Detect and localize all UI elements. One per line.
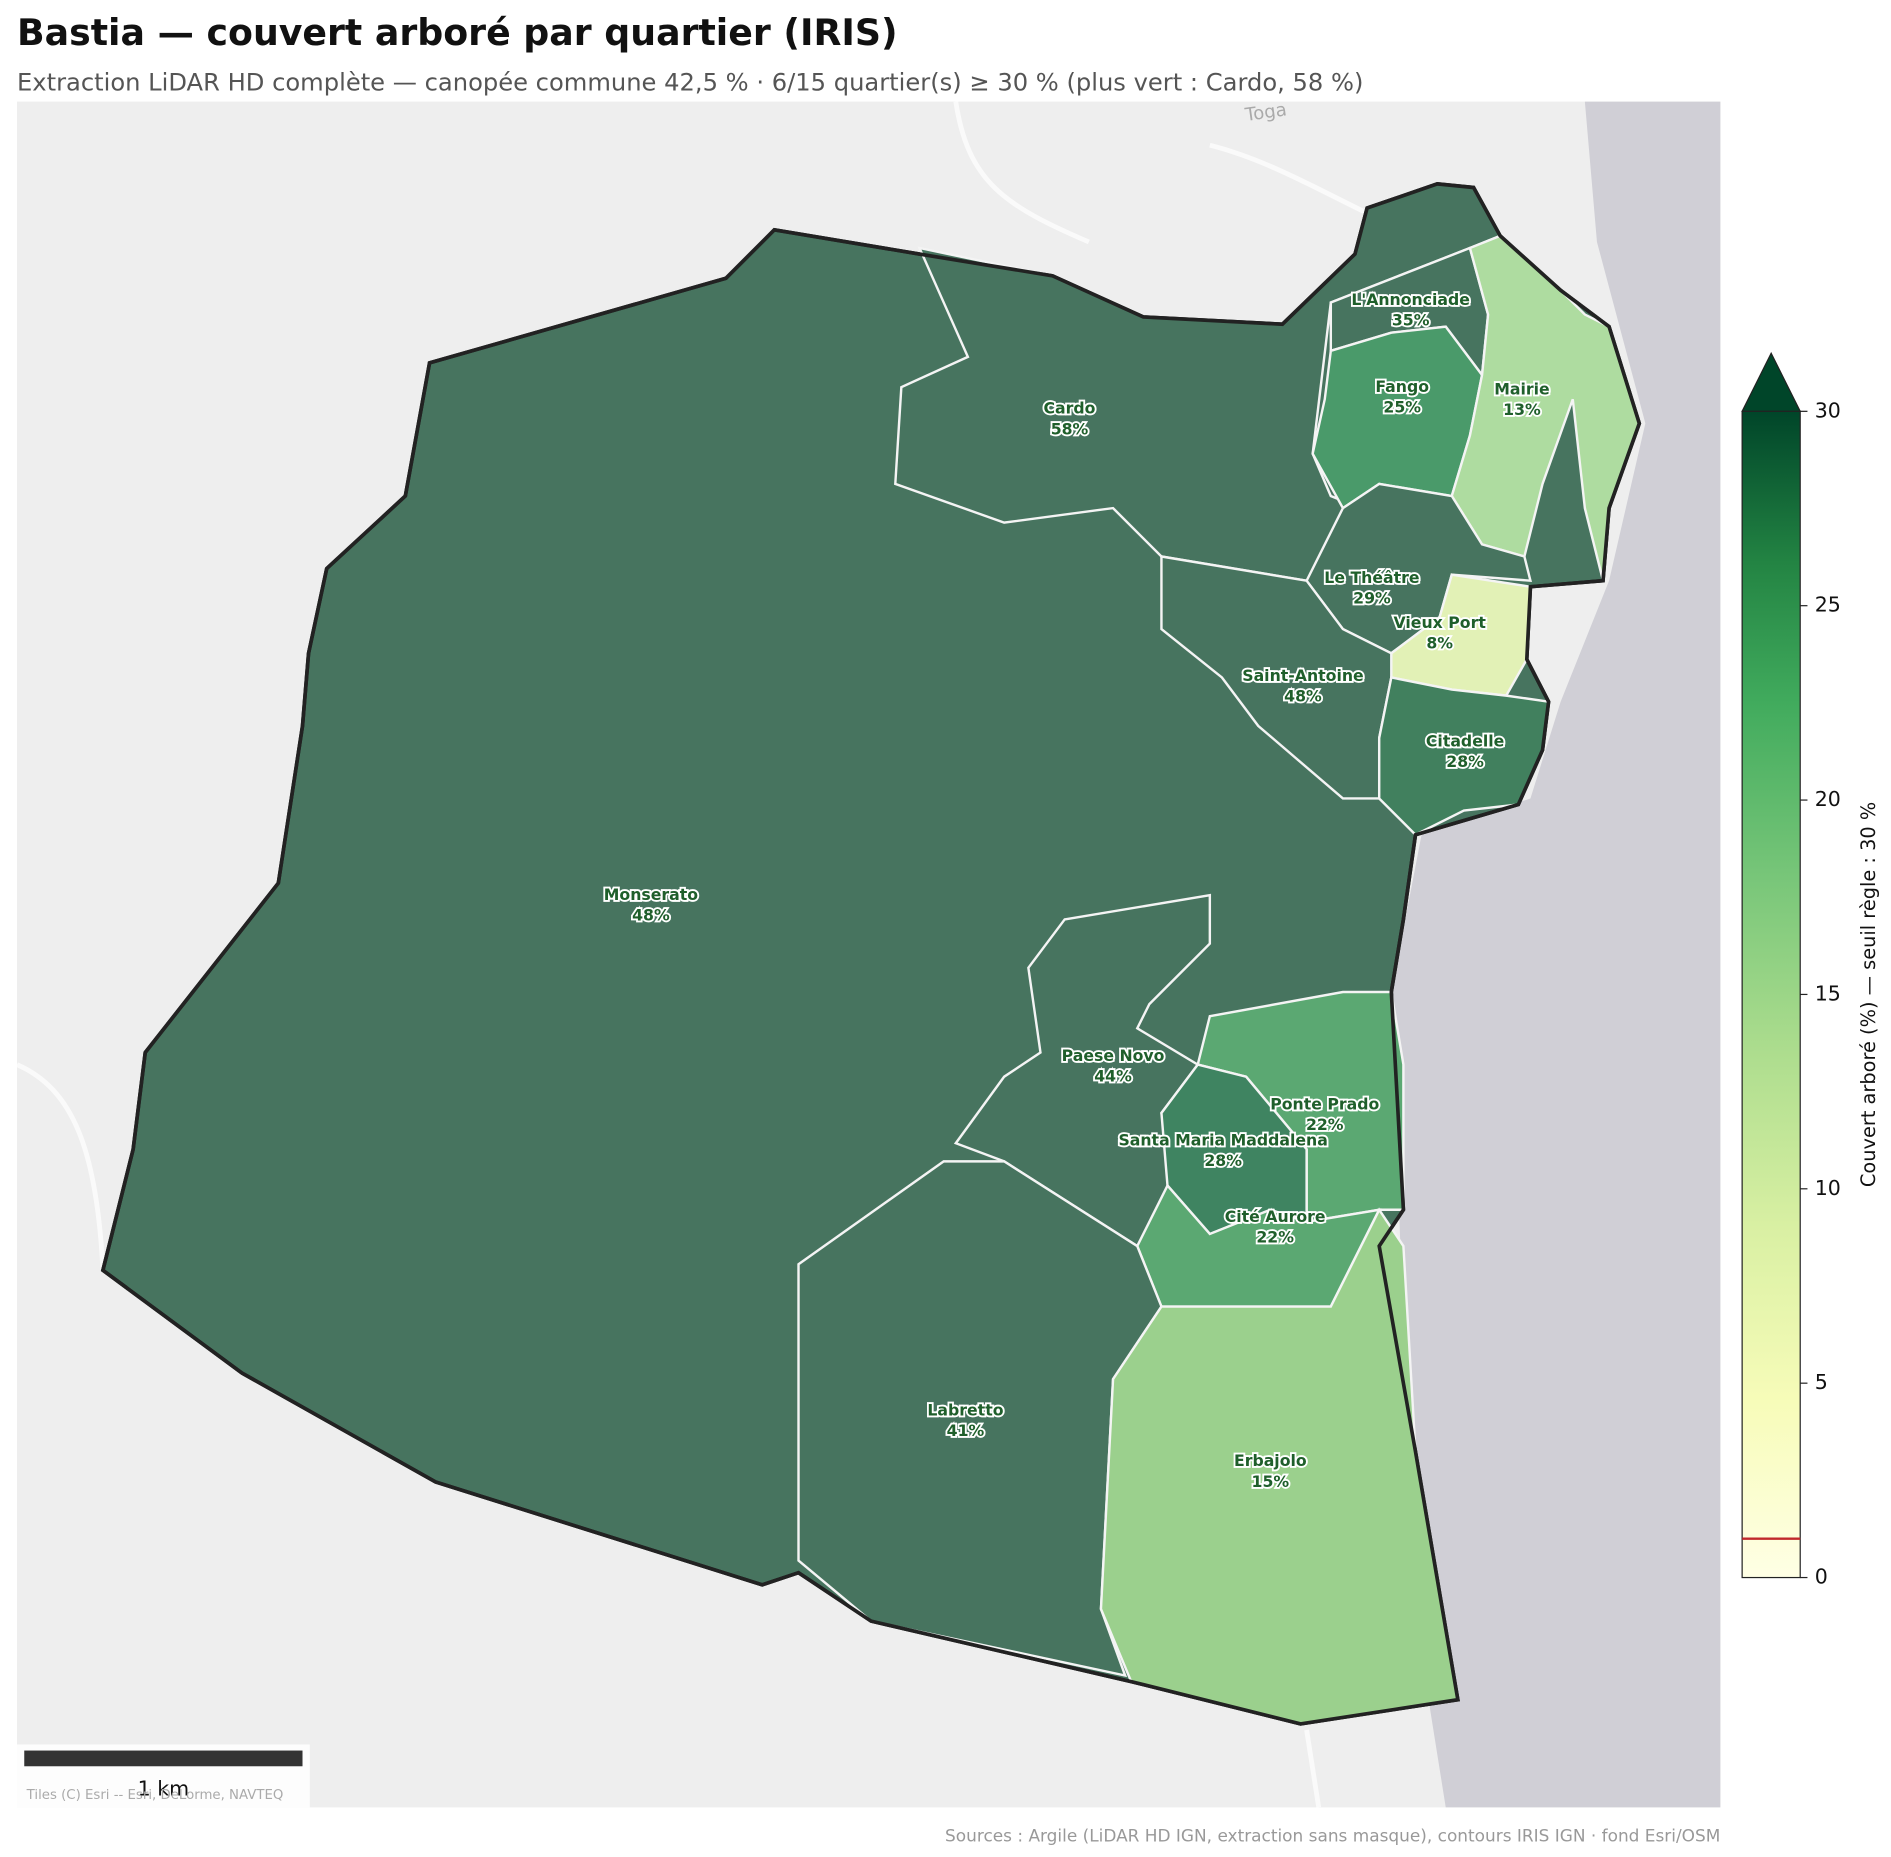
colorbar: 0 5 10 15 20 25 30 bbox=[1741, 351, 1841, 1589]
district-name: Paese Novo bbox=[1062, 1046, 1165, 1065]
tiles-credit: Tiles (C) Esri -- Esri, DeLorme, NAVTEQ bbox=[26, 1788, 284, 1803]
district-value: 41% bbox=[947, 1421, 985, 1440]
colorbar-tick-label: 30 bbox=[1815, 398, 1841, 422]
district-value: 35% bbox=[1392, 310, 1430, 329]
district-name: L'Annonciade bbox=[1351, 290, 1470, 309]
district-value: 25% bbox=[1383, 398, 1421, 417]
district-value: 29% bbox=[1353, 589, 1391, 608]
colorbar-ramp bbox=[1741, 410, 1801, 1579]
colorbar-tick-label: 20 bbox=[1815, 787, 1841, 811]
district-value: 48% bbox=[1284, 687, 1322, 706]
title: Bastia — couvert arboré par quartier (IR… bbox=[17, 11, 898, 54]
district-name: Citadelle bbox=[1426, 731, 1504, 750]
district-value: 22% bbox=[1306, 1115, 1344, 1134]
district-name: Ponte Prado bbox=[1270, 1094, 1379, 1113]
scale-label: 1 km bbox=[138, 1776, 190, 1800]
district-name: Santa Maria Maddalena bbox=[1118, 1131, 1327, 1150]
district-value: 8% bbox=[1426, 633, 1453, 652]
sea bbox=[1391, 101, 1721, 1808]
district-name: Monserato bbox=[604, 885, 699, 904]
colorbar-tick-label: 5 bbox=[1815, 1370, 1828, 1394]
colorbar-tick-label: 0 bbox=[1815, 1565, 1828, 1589]
district-value: 48% bbox=[632, 906, 670, 925]
colorbar-tick-label: 25 bbox=[1815, 593, 1841, 617]
district-value: 44% bbox=[1094, 1067, 1132, 1086]
colorbar-label: Couvert arboré (%) — seuil règle : 30 % bbox=[1857, 802, 1880, 1187]
district-name: Cardo bbox=[1044, 399, 1096, 418]
district-value: 13% bbox=[1503, 400, 1541, 419]
district-name: Erbajolo bbox=[1234, 1451, 1307, 1470]
district-value: 15% bbox=[1252, 1472, 1290, 1491]
colorbar-tick-label: 15 bbox=[1815, 981, 1841, 1005]
commune-outline bbox=[100, 182, 1642, 1726]
district bbox=[1450, 234, 1641, 581]
colorbar-tick-label: 10 bbox=[1815, 1176, 1841, 1200]
scale-bar bbox=[24, 1750, 303, 1767]
district-value: 28% bbox=[1446, 752, 1484, 771]
colorbar-extend bbox=[1741, 351, 1802, 412]
district-value: 22% bbox=[1256, 1227, 1294, 1246]
district-name: Fango bbox=[1375, 377, 1429, 396]
district-name: Labretto bbox=[927, 1400, 1003, 1419]
sources: Sources : Argile (LiDAR HD IGN, extracti… bbox=[945, 1825, 1720, 1845]
district-name: Saint-Antoine bbox=[1242, 666, 1363, 685]
district-name: Le Théâtre bbox=[1324, 568, 1419, 587]
district-name: Mairie bbox=[1494, 379, 1549, 398]
district-name: Cité Aurore bbox=[1225, 1207, 1326, 1226]
district-name: Vieux Port bbox=[1394, 613, 1487, 632]
district-value: 58% bbox=[1051, 419, 1089, 438]
district-value: 28% bbox=[1204, 1151, 1242, 1170]
districts bbox=[100, 182, 1642, 1726]
subtitle: Extraction LiDAR HD complète — canopée c… bbox=[17, 69, 1363, 97]
